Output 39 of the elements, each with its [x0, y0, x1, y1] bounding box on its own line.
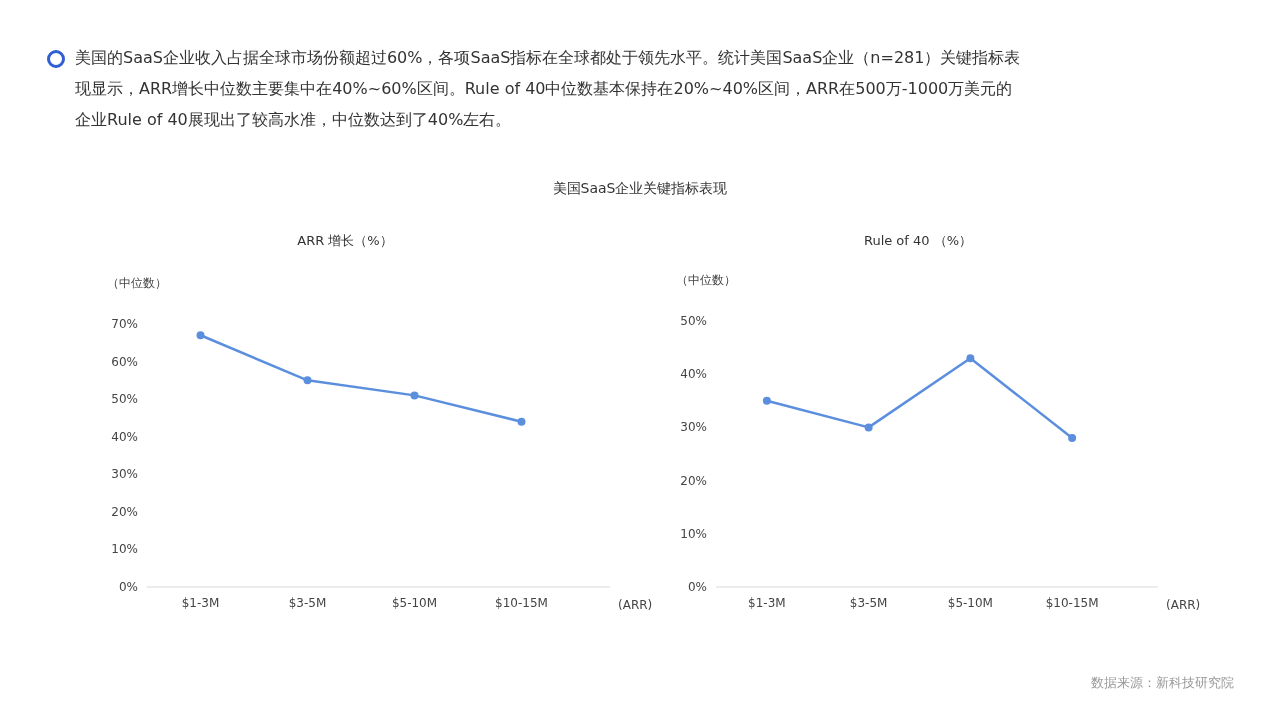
- point: [196, 331, 205, 340]
- x-tick-label: $10-15M: [1045, 596, 1099, 610]
- text: 美国的SaaS企业收入占据全球市场份额超过60%，各项SaaS指标在全球都处于领先水平。统计美国SaaS企业（n=281）关键指标表现显示，ARR增长中位数主要集中在40%~60%区间。Rule of 40中位数基本保持在20%~40%区间，ARR在500万-1000万美元的企业Rule of 40展现出了较高水准，中位数达到了40%左右。: [75, 47, 1022, 131]
- point: [410, 391, 419, 400]
- point: [303, 376, 312, 385]
- y-tick-label: 40%: [111, 429, 138, 444]
- point: [762, 396, 771, 405]
- y-tick-label: 20%: [111, 504, 138, 519]
- y-tick-label: 30%: [680, 420, 707, 435]
- x-tick-label: $5-10M: [391, 596, 438, 610]
- y-tick-label: 60%: [111, 354, 138, 369]
- x-tick-label: $5-10M: [947, 596, 993, 610]
- source-note: 数据来源：新科技研究院: [1091, 675, 1234, 690]
- chart-title: ARR 增长（%）: [297, 233, 393, 248]
- point: [517, 417, 526, 426]
- y-tick-label: 30%: [111, 467, 138, 482]
- x-tick-label: $1-3M: [181, 596, 220, 610]
- point: [1068, 434, 1077, 443]
- y-tick-label: 70%: [111, 317, 138, 331]
- point: [966, 354, 975, 363]
- y-tick-label: 40%: [680, 367, 707, 382]
- x-tick-label: $10-15M: [495, 596, 548, 610]
- x-tick-label: $3-5M: [288, 596, 327, 610]
- x-tick-label: $1-3M: [748, 596, 786, 610]
- y-tick-label: 50%: [680, 314, 707, 328]
- x-axis-title: (ARR): [618, 598, 653, 612]
- chart-title: Rule of 40 （%）: [863, 233, 973, 248]
- y-axis-title: （中位数）: [676, 273, 736, 287]
- x-axis-title: (ARR): [1166, 598, 1201, 612]
- y-tick-label: 50%: [111, 392, 138, 407]
- y-tick-label: 0%: [687, 580, 707, 594]
- y-tick-label: 20%: [680, 473, 707, 488]
- point: [864, 423, 873, 432]
- text: 美国SaaS企业关键指标表现: [552, 180, 728, 196]
- y-axis-title: （中位数）: [107, 276, 167, 290]
- y-tick-label: 10%: [680, 526, 707, 541]
- y-tick-label: 0%: [118, 580, 138, 594]
- x-tick-label: $3-5M: [849, 596, 888, 610]
- y-tick-label: 10%: [111, 542, 138, 557]
